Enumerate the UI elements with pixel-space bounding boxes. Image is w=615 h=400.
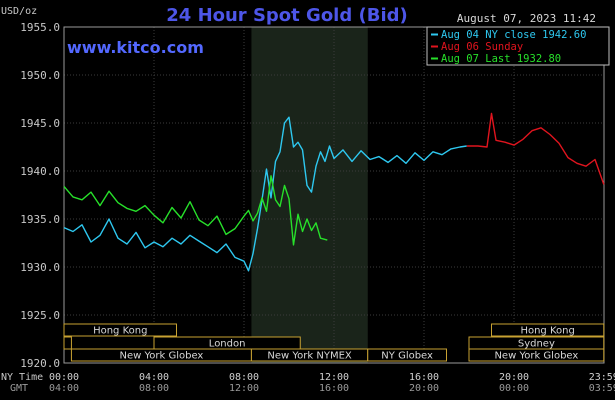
grid-lines xyxy=(64,27,604,363)
market-session-bar xyxy=(63,336,72,350)
market-session-label: New York Globex xyxy=(494,351,578,362)
y-tick-label: 1950.0 xyxy=(20,69,60,82)
website-label: www.kitco.com xyxy=(67,38,204,57)
x-tick-gmt: 04:00 xyxy=(49,383,79,394)
y-tick-label: 1945.0 xyxy=(20,117,60,130)
market-session-label: London xyxy=(209,339,246,350)
ny-time-axis-label: NY Time xyxy=(1,372,43,383)
legend-box xyxy=(426,26,610,66)
y-axis-unit: USD/oz xyxy=(1,6,37,17)
market-session-bar xyxy=(367,348,447,362)
market-session-label: NY Globex xyxy=(381,351,433,362)
market-session-label: New York NYMEX xyxy=(267,351,352,362)
x-tick-gmt: 12:00 xyxy=(229,383,259,394)
series-line-1 xyxy=(63,116,467,272)
market-session-label: New York Globex xyxy=(119,351,203,362)
y-tick-label: 1930.0 xyxy=(20,261,60,274)
x-tick-ny-time: 00:00 xyxy=(49,372,79,383)
x-tick-ny-time: 04:00 xyxy=(139,372,169,383)
series-line-2 xyxy=(466,112,605,185)
y-tick-label: 1940.0 xyxy=(20,165,60,178)
chart-date: August 07, 2023 11:42 xyxy=(457,12,596,25)
x-tick-ny-time: 20:00 xyxy=(499,372,529,383)
legend-entry: Aug 07 Last 1932.80 xyxy=(441,53,561,65)
series-line-3 xyxy=(63,175,328,246)
chart-title: 24 Hour Spot Gold (Bid) xyxy=(166,5,407,26)
x-tick-ny-time: 12:00 xyxy=(319,372,349,383)
market-session-bar xyxy=(468,348,605,362)
market-session-label: Sydney xyxy=(518,339,555,350)
market-session-label: Hong Kong xyxy=(93,326,147,337)
x-tick-gmt: 03:59 xyxy=(589,383,615,394)
x-tick-gmt: 00:00 xyxy=(499,383,529,394)
x-tick-ny-time: 08:00 xyxy=(229,372,259,383)
legend-entry: Aug 06 Sunday xyxy=(441,41,523,53)
x-tick-gmt: 16:00 xyxy=(319,383,349,394)
y-tick-label: 1935.0 xyxy=(20,213,60,226)
market-session-bar xyxy=(63,323,177,337)
market-session-bar xyxy=(491,323,605,337)
x-axis-ticks: 00:0004:0004:0008:0008:0012:0012:0016:00… xyxy=(49,372,615,394)
x-tick-ny-time: 23:59 xyxy=(589,372,615,383)
x-tick-ny-time: 16:00 xyxy=(409,372,439,383)
y-tick-label: 1955.0 xyxy=(20,21,60,34)
legend-entry: Aug 04 NY close 1942.60 xyxy=(441,29,586,41)
series-lines xyxy=(63,112,605,272)
y-axis-ticks: 1955.0 1950.0 1945.0 1940.0 1935.0 1930.0 1925… xyxy=(20,21,60,370)
y-tick-label: 1920.0 xyxy=(20,357,60,370)
y-tick-label: 1925.0 xyxy=(20,309,60,322)
x-tick-gmt: 20:00 xyxy=(409,383,439,394)
plot-frame xyxy=(63,26,605,364)
gmt-axis-label: GMT xyxy=(10,383,28,394)
x-tick-gmt: 08:00 xyxy=(139,383,169,394)
market-session-label: Hong Kong xyxy=(520,326,574,337)
